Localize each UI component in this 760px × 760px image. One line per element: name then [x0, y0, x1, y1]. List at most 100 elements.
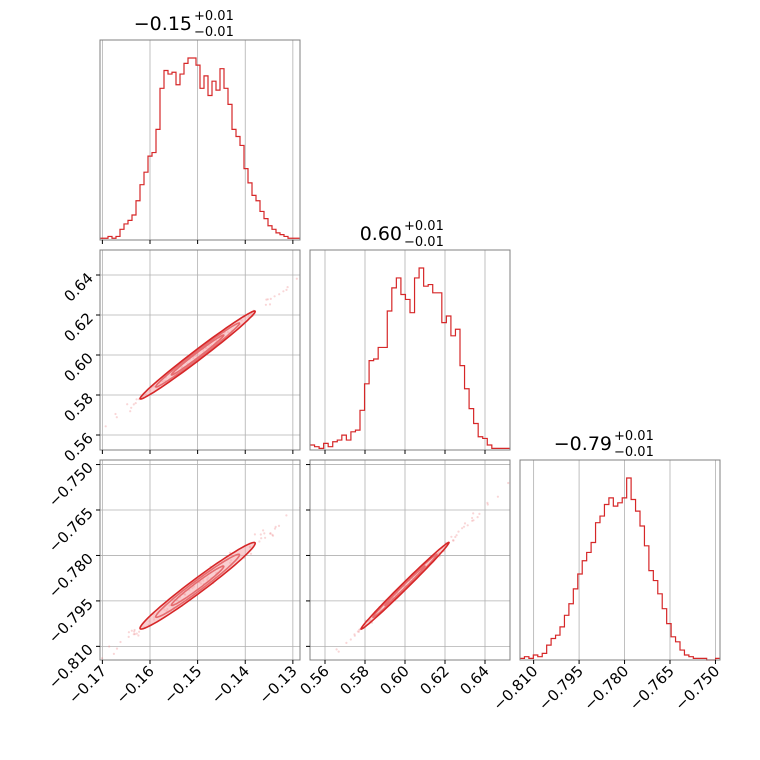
panel-2-0-sample: [312, 500, 314, 502]
panel-2-0-sample: [264, 536, 267, 539]
panel-2-1-sample: [455, 534, 458, 537]
panel-2-0-sample: [112, 652, 115, 656]
panel-2-0-sample: [127, 631, 130, 634]
panel-1-0-frame: [99, 249, 301, 451]
panel-2-1-sample: [335, 648, 338, 651]
hist-1-title-value: 0.60: [360, 223, 402, 245]
panel-2-0-sample: [271, 534, 275, 537]
xtick-label-c0-2: −0.15: [160, 662, 205, 707]
panel-1-0-sample: [322, 257, 324, 259]
panel-2-0-sample: [249, 552, 253, 555]
ytick-label-r1-3: 0.62: [60, 309, 96, 345]
panel-1-0-sample: [285, 288, 288, 291]
panel-2-0-sample: [115, 647, 119, 650]
panel-1-0-contour-2: [139, 310, 257, 400]
panel-2-1-sample: [461, 527, 464, 530]
panel-2-0-sample: [305, 503, 307, 505]
panel-2-0-sample: [79, 672, 81, 674]
panel-2-0-sample: [92, 658, 94, 660]
ytick-label-r1-0: 0.56: [60, 429, 96, 465]
panel-1-0-sample: [132, 403, 135, 406]
hist-1-frame: [309, 249, 511, 451]
panel-2-0-sample: [274, 525, 277, 529]
panel-2-0-sample: [228, 551, 232, 554]
panel-1-0-sample: [104, 425, 107, 428]
panel-2-1-frame: [309, 459, 511, 661]
panel-2-1-sample: [454, 535, 457, 539]
panel-2-0-sample: [138, 630, 141, 633]
panel-2-0-sample: [305, 505, 307, 507]
xtick-label-c1-4: 0.64: [456, 662, 492, 698]
xtick-label-c2-0: −0.810: [489, 662, 541, 714]
panel-2-1-sample: [462, 525, 466, 528]
panel-1-0-sample: [135, 398, 138, 401]
panel-1-0-sample: [273, 295, 276, 298]
panel-2-0-sample: [259, 533, 262, 536]
panel-2-0-sample: [75, 678, 77, 680]
panel-1-0-sample: [286, 286, 289, 289]
panel-2-1-sample: [457, 530, 460, 533]
hist-0-title-minus: −0.01: [194, 25, 234, 40]
xtick-label-c0-3: −0.14: [208, 662, 253, 707]
panel-2-0-sample: [260, 537, 263, 540]
panel-1-0-sample: [278, 293, 281, 296]
panel-2-1-sample: [466, 524, 469, 527]
panel-2-1-sample: [496, 495, 499, 498]
panel-2-0-sample: [119, 640, 122, 644]
panel-1-0-sample: [114, 412, 117, 416]
panel-2-0-sample: [269, 532, 272, 535]
ytick-label-r2-2: −0.780: [45, 550, 97, 602]
panel-2-0-sample: [285, 514, 288, 517]
panel-2-1-sample: [450, 535, 453, 538]
panel-2-1-sample: [476, 516, 479, 519]
panel-2-1-sample: [353, 633, 356, 636]
panel-1-0-sample: [295, 277, 298, 280]
xtick-label-c2-1: −0.795: [535, 662, 587, 714]
panel-2-0-sample: [130, 629, 133, 632]
panel-2-1-sample: [472, 512, 475, 515]
hist-0-title-plus: +0.01: [194, 9, 234, 24]
panel-1-0-sample: [266, 298, 269, 301]
panel-2-1-sample: [471, 516, 474, 520]
panel-2-0-sample: [137, 634, 140, 637]
panel-1-0-sample: [134, 402, 137, 405]
panel-1-0-sample: [115, 416, 118, 419]
hist-2-title-plus: +0.01: [614, 429, 654, 444]
panel-2-1-sample: [472, 519, 475, 522]
panel-2-0-sample: [253, 533, 256, 536]
panel-2-0-sample: [133, 630, 136, 633]
hist-1-steps: [310, 267, 510, 449]
hist-2-title-minus: −0.01: [614, 445, 654, 460]
panel-1-0-sample: [268, 303, 272, 306]
hist-0-frame: [99, 39, 301, 241]
panel-2-1-sample: [486, 501, 489, 504]
ytick-label-r2-3: −0.765: [45, 504, 97, 556]
panel-1-0-sample: [126, 403, 129, 406]
panel-2-0-sample: [262, 529, 265, 532]
panel-2-0-sample: [269, 532, 272, 535]
panel-2-0-sample: [326, 488, 328, 490]
panel-2-1-contour-2: [360, 541, 450, 630]
hist-1-title-minus: −0.01: [404, 235, 444, 250]
panel-2-1-sample: [486, 503, 489, 506]
panel-2-0-sample: [133, 628, 136, 632]
ytick-label-r2-1: −0.795: [45, 595, 97, 647]
panel-2-1-sample: [507, 481, 510, 485]
ytick-label-r1-1: 0.58: [60, 389, 96, 425]
xtick-label-c0-1: −0.16: [113, 662, 158, 707]
hist-1-title-plus: +0.01: [404, 219, 444, 234]
panel-1-0-contour-fill: [140, 311, 256, 399]
panel-2-0-sample: [108, 645, 111, 648]
hist-2-frame: [519, 459, 721, 661]
panel-1-0-sample: [265, 298, 268, 301]
ytick-label-r1-4: 0.64: [60, 269, 96, 305]
panel-1-0-sample: [130, 406, 133, 409]
panel-2-0-sample: [89, 665, 91, 667]
xtick-label-c1-3: 0.62: [416, 662, 452, 698]
panel-2-1-sample: [452, 539, 455, 542]
xtick-label-c2-3: −0.765: [626, 662, 678, 714]
panel-2-1-sample: [522, 472, 524, 474]
xtick-label-c1-2: 0.60: [376, 662, 412, 698]
panel-2-1-sample: [451, 539, 455, 542]
panel-2-0-contour-fill: [140, 542, 256, 630]
